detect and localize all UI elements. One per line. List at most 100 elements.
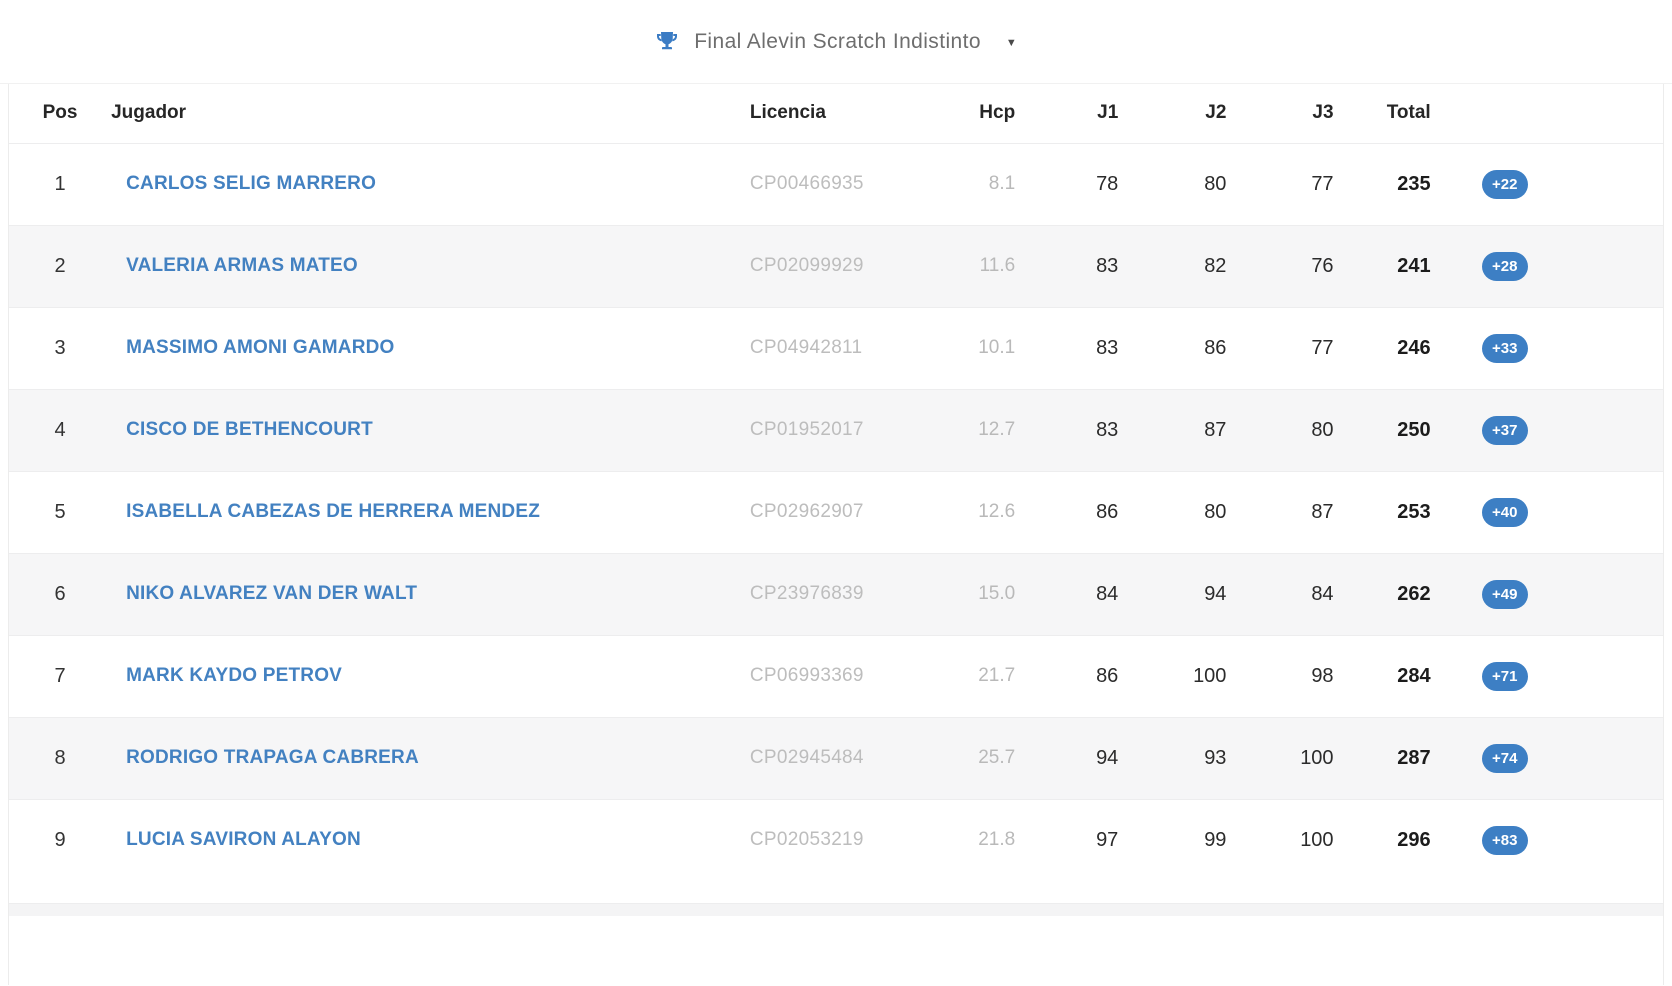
j3-cell: 100 [1300, 746, 1334, 769]
vs-par-badge: +74 [1481, 743, 1528, 773]
player-cell: VALERIA ARMAS MATEO [111, 225, 732, 307]
chevron-down-icon: ▼ [1005, 37, 1017, 49]
badge-cell: +71 [1435, 635, 1575, 717]
total-cell: 250 [1397, 418, 1431, 441]
total-cell: 246 [1397, 336, 1431, 359]
j3-cell: 100 [1300, 828, 1334, 851]
end-spacer-cell [1575, 717, 1663, 799]
category-selector[interactable]: Final Alevin Scratch Indistinto ▼ [0, 0, 1672, 84]
j1-cell: 83 [1096, 254, 1119, 277]
j2-cell: 80 [1204, 500, 1227, 523]
player-name-link[interactable]: VALERIA ARMAS MATEO [126, 255, 358, 276]
player-row: 6 NIKO ALVAREZ VAN DER WALT CP23976839 1… [9, 553, 1663, 635]
license-cell: CP02099929 [749, 255, 864, 276]
handicap-cell: 8.1 [988, 173, 1016, 194]
player-row: 5 ISABELLA CABEZAS DE HERRERA MENDEZ CP0… [9, 471, 1663, 553]
table-header-row: Pos Jugador Licencia Hcp J1 J2 J3 Total [9, 84, 1663, 143]
next-section-strip [9, 903, 1663, 916]
total-cell: 296 [1397, 828, 1431, 851]
player-cell: CARLOS SELIG MARRERO [111, 143, 732, 225]
handicap-cell: 11.6 [979, 255, 1016, 276]
end-spacer-cell [1575, 471, 1663, 553]
player-name-link[interactable]: NIKO ALVAREZ VAN DER WALT [126, 583, 418, 604]
trophy-icon [655, 30, 679, 54]
player-row: 1 CARLOS SELIG MARRERO CP00466935 8.1 78… [9, 143, 1663, 225]
player-name-link[interactable]: LUCIA SAVIRON ALAYON [126, 829, 361, 851]
vs-par-badge: +28 [1481, 251, 1528, 281]
player-row: 3 MASSIMO AMONI GAMARDO CP04942811 10.1 … [9, 307, 1663, 389]
player-name-link[interactable]: CISCO DE BETHENCOURT [126, 419, 373, 440]
position-cell: 8 [54, 746, 66, 769]
vs-par-badge: +40 [1481, 497, 1528, 527]
player-name-link[interactable]: MASSIMO AMONI GAMARDO [126, 337, 395, 358]
j1-cell: 83 [1096, 336, 1119, 359]
player-cell: CISCO DE BETHENCOURT [111, 389, 732, 471]
j1-cell: 84 [1096, 582, 1119, 605]
end-spacer-cell [1575, 389, 1663, 471]
license-cell: CP00466935 [749, 173, 864, 194]
position-cell: 1 [54, 172, 66, 195]
j2-cell: 99 [1204, 828, 1227, 851]
end-spacer-cell [1575, 799, 1663, 881]
player-cell: MARK KAYDO PETROV [111, 635, 732, 717]
player-cell: NIKO ALVAREZ VAN DER WALT [111, 553, 732, 635]
badge-cell: +28 [1435, 225, 1575, 307]
badge-cell: +49 [1435, 553, 1575, 635]
handicap-cell: 21.7 [978, 665, 1016, 686]
vs-par-badge: +37 [1481, 415, 1528, 445]
handicap-cell: 25.7 [978, 747, 1016, 768]
player-name-link[interactable]: RODRIGO TRAPAGA CABRERA [126, 747, 419, 768]
badge-cell: +37 [1435, 389, 1575, 471]
leaderboard-table-wrap: Pos Jugador Licencia Hcp J1 J2 J3 Total … [8, 84, 1664, 985]
j2-cell: 94 [1204, 582, 1227, 605]
vs-par-badge: +33 [1481, 333, 1528, 363]
j2-cell: 82 [1204, 254, 1227, 277]
player-cell: ISABELLA CABEZAS DE HERRERA MENDEZ [111, 471, 732, 553]
player-row: 9 LUCIA SAVIRON ALAYON CP02053219 21.8 9… [9, 799, 1663, 881]
col-header-pos: Pos [42, 102, 78, 124]
j3-cell: 77 [1311, 172, 1334, 195]
end-spacer-cell [1575, 307, 1663, 389]
col-header-license: Licencia [749, 102, 826, 124]
j3-cell: 87 [1311, 500, 1334, 523]
col-header-j3: J3 [1312, 102, 1334, 124]
player-row: 4 CISCO DE BETHENCOURT CP01952017 12.7 8… [9, 389, 1663, 471]
position-cell: 7 [54, 664, 66, 687]
badge-cell: +33 [1435, 307, 1575, 389]
player-row: 2 VALERIA ARMAS MATEO CP02099929 11.6 83… [9, 225, 1663, 307]
position-cell: 6 [54, 582, 66, 605]
j3-cell: 77 [1311, 336, 1334, 359]
col-header-hcp: Hcp [979, 102, 1016, 124]
player-name-link[interactable]: MARK KAYDO PETROV [126, 665, 343, 686]
j1-cell: 83 [1096, 418, 1119, 441]
player-cell: RODRIGO TRAPAGA CABRERA [111, 717, 732, 799]
end-spacer-cell [1575, 225, 1663, 307]
player-cell: MASSIMO AMONI GAMARDO [111, 307, 732, 389]
end-spacer-cell [1575, 553, 1663, 635]
j3-cell: 98 [1311, 664, 1334, 687]
license-cell: CP23976839 [749, 583, 864, 604]
handicap-cell: 21.8 [978, 829, 1016, 851]
col-header-badge-spacer [1435, 84, 1575, 143]
badge-cell: +83 [1435, 799, 1575, 881]
badge-cell: +74 [1435, 717, 1575, 799]
j2-cell: 93 [1204, 746, 1227, 769]
player-cell: LUCIA SAVIRON ALAYON [111, 799, 732, 881]
col-header-j1: J1 [1097, 102, 1119, 124]
position-cell: 3 [54, 336, 66, 359]
end-spacer-cell [1575, 635, 1663, 717]
leaderboard-table: Pos Jugador Licencia Hcp J1 J2 J3 Total … [9, 84, 1663, 881]
j2-cell: 100 [1193, 664, 1227, 687]
total-cell: 241 [1397, 254, 1431, 277]
j2-cell: 80 [1204, 172, 1227, 195]
player-name-link[interactable]: ISABELLA CABEZAS DE HERRERA MENDEZ [126, 501, 541, 522]
j2-cell: 87 [1204, 418, 1227, 441]
col-header-total: Total [1386, 102, 1431, 124]
total-cell: 287 [1397, 746, 1431, 769]
total-cell: 235 [1397, 172, 1431, 195]
j1-cell: 86 [1096, 664, 1119, 687]
player-name-link[interactable]: CARLOS SELIG MARRERO [126, 173, 377, 194]
handicap-cell: 12.6 [978, 501, 1016, 522]
position-cell: 5 [54, 500, 66, 523]
